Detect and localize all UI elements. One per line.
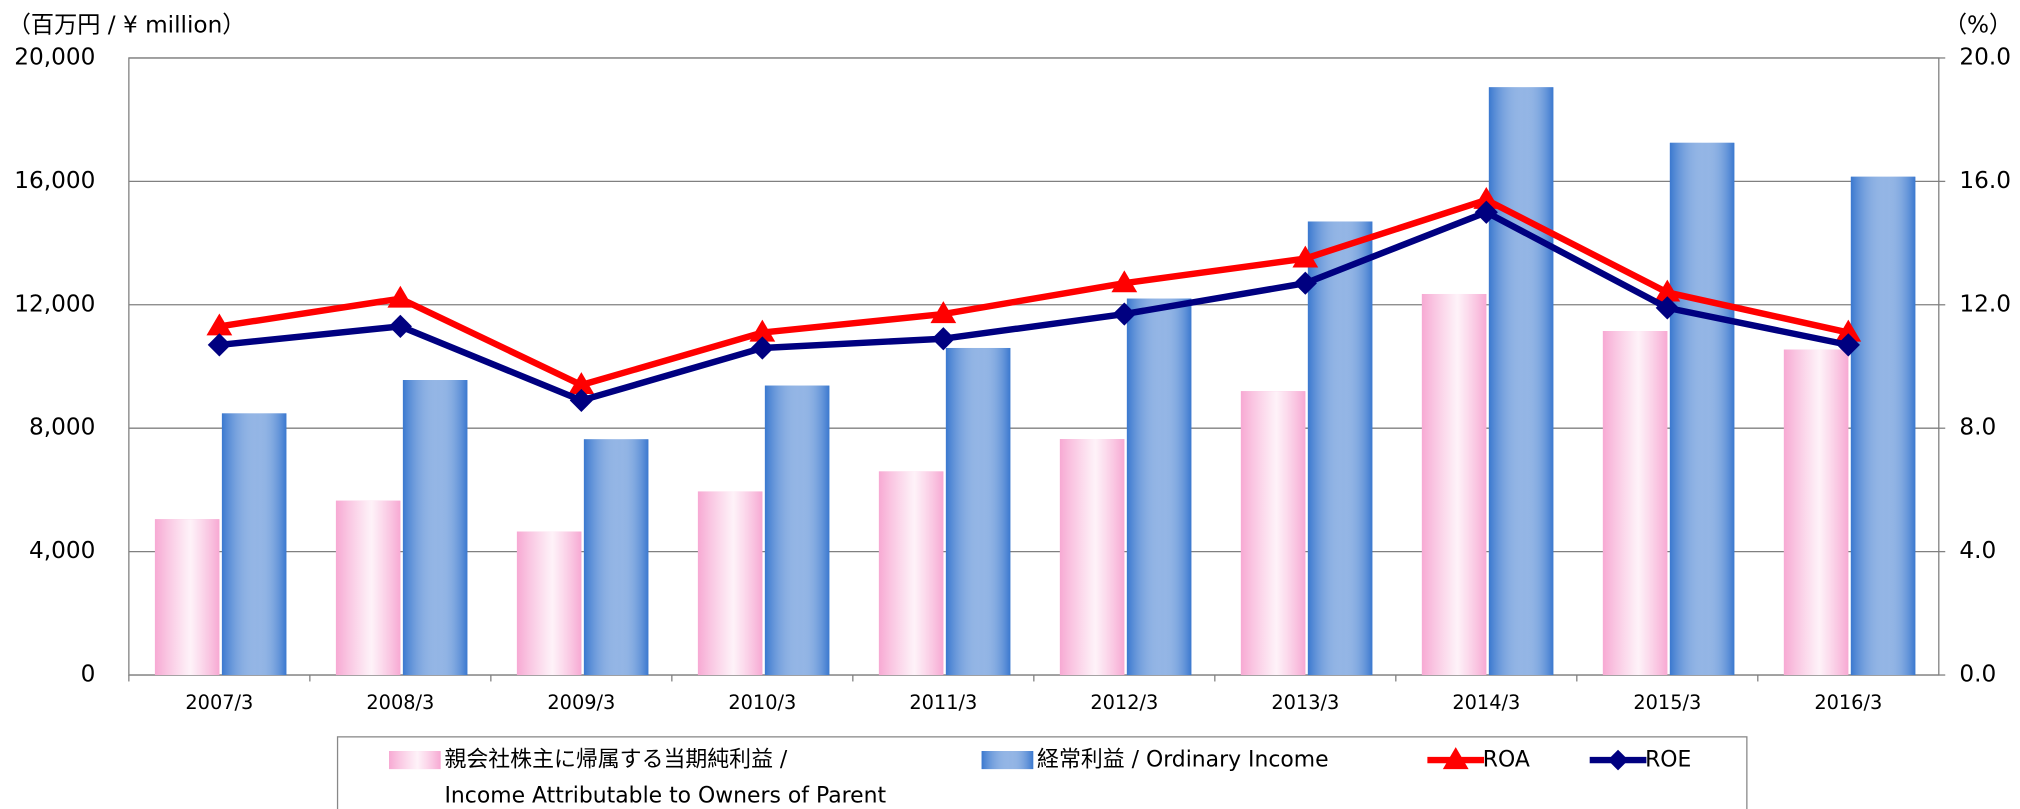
y2-tick-label: 12.0 — [1959, 290, 2011, 317]
bar-group — [516, 531, 582, 676]
marker — [1654, 279, 1681, 302]
bar-group — [1783, 349, 1849, 676]
marker — [1112, 302, 1136, 326]
bar-shade — [1669, 142, 1735, 676]
legend-item: 経常利益 / Ordinary Income — [1037, 747, 1329, 773]
bar-group — [697, 491, 763, 676]
y-tick-label: 16,000 — [14, 167, 95, 194]
bar-group — [154, 519, 220, 676]
legend-item: ROE — [1645, 747, 1692, 773]
bar-shade — [878, 471, 944, 676]
bar-shade — [583, 439, 649, 676]
marker — [1473, 187, 1500, 209]
legend-item: 親会社株主に帰属する当期純利益 / Income Attributable to… — [444, 747, 887, 809]
marker — [206, 313, 233, 336]
legend-item: ROA — [1482, 747, 1530, 773]
bar-shade — [697, 491, 763, 676]
marker — [388, 314, 412, 338]
bar-shade — [221, 413, 287, 676]
line — [218, 196, 1850, 389]
y-tick-label: 12,000 — [14, 290, 95, 317]
bar-group — [1488, 87, 1554, 676]
bar-group — [878, 471, 944, 676]
y2-tick-label: 20.0 — [1959, 43, 2011, 70]
y2-tick-label: 8.0 — [1959, 414, 1996, 441]
legend-label: 経常利益 / Ordinary Income — [1037, 747, 1329, 773]
bar-shade — [154, 519, 220, 676]
legend-marker — [1442, 747, 1469, 770]
bar-shade — [516, 531, 582, 676]
marker — [1292, 245, 1319, 268]
y2-tick-label: 4.0 — [1959, 537, 1996, 564]
y2-tick-label: 16.0 — [1959, 167, 2011, 194]
x-tick-label: 2007/3 — [185, 691, 253, 714]
bar-shade — [1421, 293, 1487, 676]
bar-group — [402, 380, 468, 676]
marker — [749, 319, 776, 342]
bar-group — [945, 347, 1011, 676]
legend-label: 親会社株主に帰属する当期純利益 / Income Attributable to… — [444, 747, 887, 809]
x-tick-label: 2009/3 — [547, 691, 615, 714]
bar-shade — [1240, 391, 1306, 676]
bar-shade — [945, 347, 1011, 676]
bar-shade — [1602, 331, 1668, 676]
marker — [1111, 270, 1138, 293]
y-tick-label: 4,000 — [29, 537, 95, 564]
marker — [387, 285, 414, 308]
bar-shade — [1307, 221, 1373, 676]
marker — [750, 336, 774, 360]
y-tick-label: 0 — [81, 661, 96, 688]
marker — [1836, 333, 1860, 357]
legend-box — [336, 736, 1748, 809]
marker — [207, 333, 231, 357]
y-tick-label: 20,000 — [14, 43, 95, 70]
bar-group — [1307, 221, 1373, 676]
line — [219, 209, 1849, 404]
bar-shade — [335, 500, 401, 676]
bar-shade — [1488, 87, 1554, 676]
bar-shade — [1126, 298, 1192, 676]
bar-shade — [764, 385, 830, 676]
bar-group — [1602, 331, 1668, 676]
x-tick-label: 2016/3 — [1814, 691, 1882, 714]
marker — [1293, 271, 1317, 295]
y-tick-label: 8,000 — [29, 414, 95, 441]
legend-swatch-shade — [981, 751, 1034, 770]
bar-group — [335, 500, 401, 676]
bar-group — [1669, 142, 1735, 676]
bar-group — [1126, 298, 1192, 676]
x-tick-label: 2011/3 — [909, 691, 977, 714]
legend-swatch-shade — [389, 751, 441, 770]
bar-shade — [1783, 349, 1849, 676]
x-tick-label: 2014/3 — [1452, 691, 1520, 714]
bar-group — [764, 385, 830, 676]
x-tick-label: 2015/3 — [1633, 691, 1701, 714]
y2-tick-label: 0.0 — [1959, 661, 1996, 688]
marker — [1835, 319, 1862, 342]
marker — [568, 372, 595, 395]
x-tick-label: 2013/3 — [1271, 691, 1339, 714]
marker — [931, 327, 955, 351]
marker — [930, 301, 957, 324]
y2-unit-label: （%） — [1944, 11, 2012, 38]
bar-group — [583, 439, 649, 676]
bar-group — [1850, 176, 1916, 676]
x-tick-label: 2008/3 — [366, 691, 434, 714]
x-tick-label: 2012/3 — [1090, 691, 1158, 714]
bar-shade — [1059, 439, 1125, 676]
bar-group — [1240, 391, 1306, 676]
legend-label: ROA — [1482, 747, 1530, 773]
bar-shade — [1850, 176, 1916, 676]
bar-shade — [402, 380, 468, 676]
y-unit-label: （百万円 / ¥ million） — [8, 11, 246, 38]
bar-group — [1421, 293, 1487, 676]
x-tick-label: 2010/3 — [728, 691, 796, 714]
bar-group — [221, 413, 287, 676]
legend-label: ROE — [1645, 747, 1692, 773]
marker — [1474, 200, 1498, 224]
bar-group — [1059, 439, 1125, 676]
